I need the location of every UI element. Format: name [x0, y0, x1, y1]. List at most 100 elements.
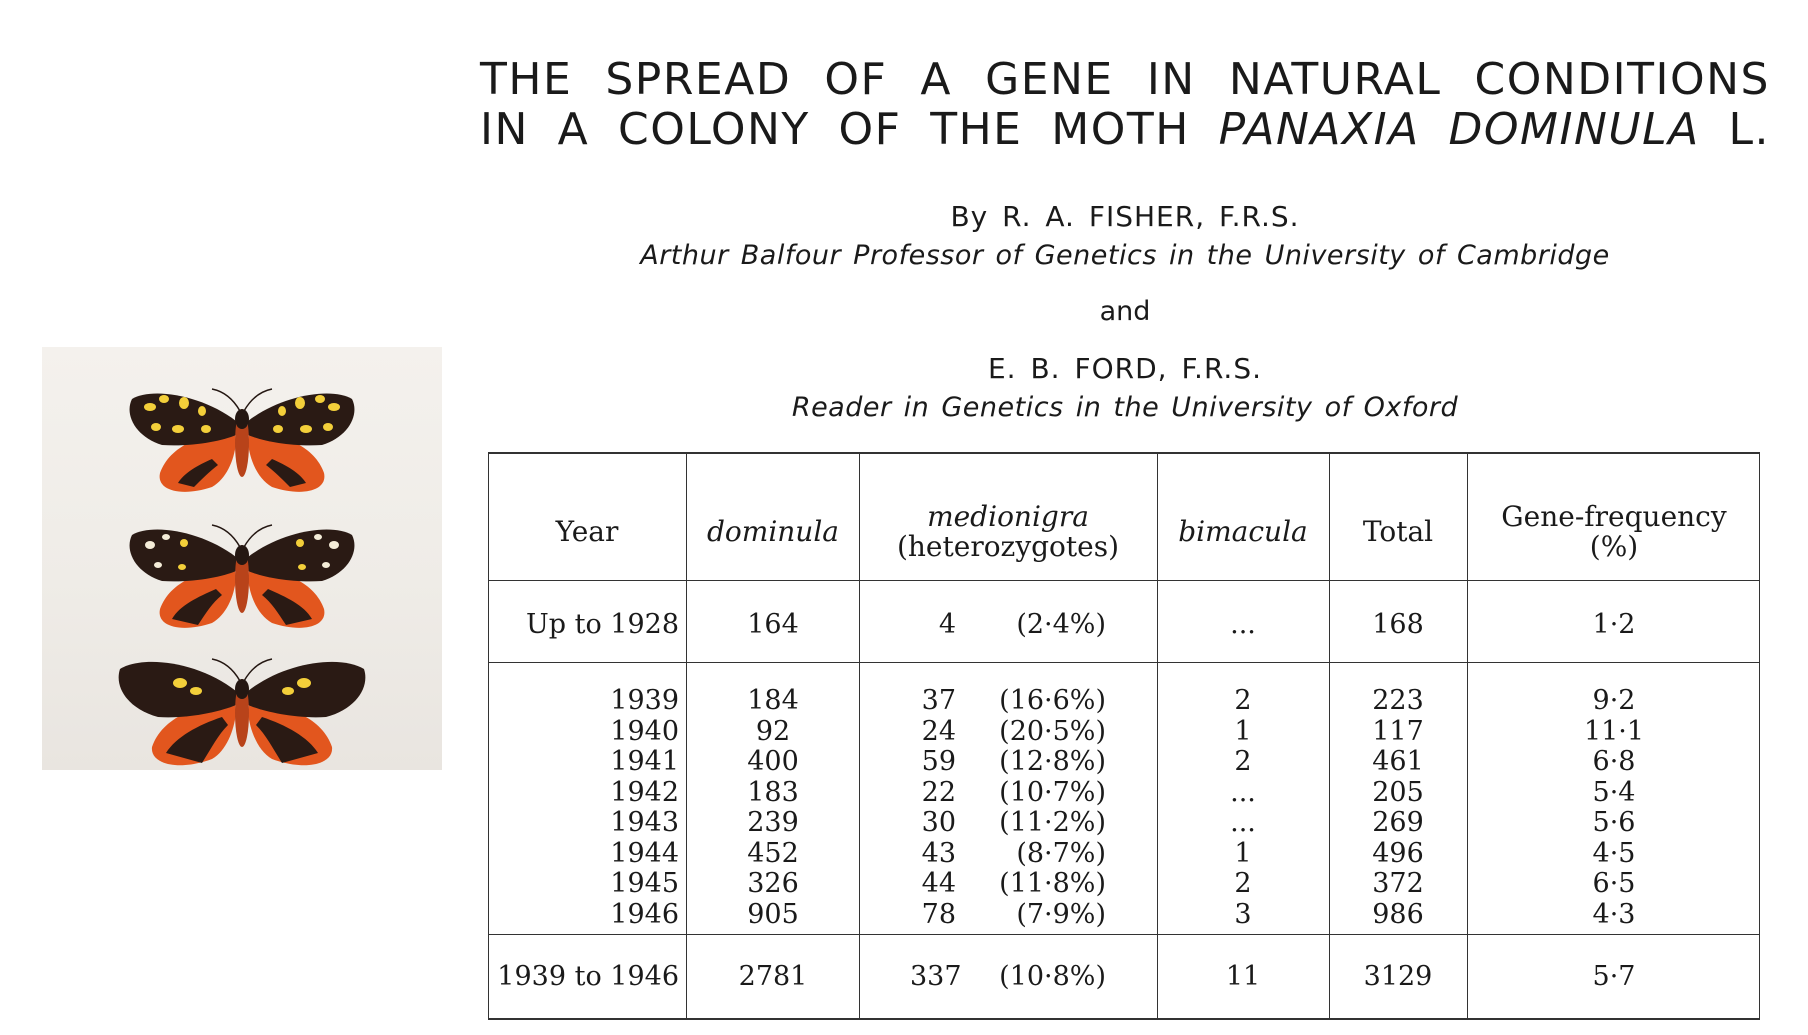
table-row: 1939 184 37 (16·6%) 2 223 9·2 — [488, 686, 1760, 716]
cell-medionigra-percent: (7·9%) — [1016, 898, 1106, 930]
column-rule-3 — [1157, 452, 1158, 1018]
header-year: Year — [488, 484, 686, 580]
header-dominula-label: dominula — [706, 515, 839, 548]
header-year-label: Year — [555, 515, 619, 548]
header-heterozygotes-label: (heterozygotes) — [896, 530, 1120, 563]
affiliation-2: Reader in Genetics in the University of … — [791, 392, 1459, 423]
cell-total: 3129 — [1363, 961, 1433, 992]
cell-bimacula: 2 — [1234, 685, 1252, 716]
table-bottom-rule — [488, 1018, 1760, 1020]
cell-medionigra: 24 (20·5%) — [860, 715, 1156, 747]
cell-bimacula: 3 — [1234, 898, 1252, 930]
cell-dominula: 400 — [747, 746, 799, 777]
cell-medionigra-percent: (11·8%) — [999, 868, 1106, 899]
cell-medionigra-percent: (10·8%) — [999, 961, 1106, 992]
cell-dominula: 2781 — [738, 961, 808, 992]
cell-dominula: 164 — [747, 609, 799, 640]
title-line-2-start: IN A COLONY OF THE MOTH — [480, 104, 1190, 155]
table-row: 1945 326 44 (11·8%) 2 372 6·5 — [488, 869, 1760, 899]
cell-medionigra-percent: (10·7%) — [999, 776, 1106, 808]
cell-frequency: 6·8 — [1592, 746, 1636, 777]
column-rule-2 — [859, 452, 860, 1018]
cell-medionigra-percent: (11·2%) — [999, 807, 1106, 838]
cell-medionigra-count: 44 — [921, 868, 956, 899]
header-total: Total — [1330, 484, 1466, 580]
cell-dominula: 905 — [747, 898, 799, 930]
table-row-summary: 1939 to 1946 2781 337 (10·8%) 11 3129 5·7 — [488, 962, 1760, 992]
cell-frequency: 1·2 — [1592, 609, 1636, 640]
cell-frequency: 5·4 — [1592, 776, 1636, 808]
table-top-rule — [488, 452, 1760, 454]
cell-dominula: 452 — [747, 837, 799, 869]
cell-total: 223 — [1372, 685, 1424, 716]
cell-year: 1944 — [610, 837, 679, 869]
title-line-2-end: L. — [1728, 104, 1770, 155]
cell-frequency: 4·3 — [1592, 898, 1636, 930]
cell-year: 1942 — [610, 776, 679, 808]
cell-bimacula: 11 — [1225, 961, 1261, 992]
cell-year: 1941 — [610, 746, 679, 777]
cell-total: 372 — [1372, 868, 1424, 899]
cell-medionigra-count: 78 — [921, 898, 956, 930]
cell-dominula: 92 — [755, 715, 791, 747]
cell-medionigra-percent: (20·5%) — [999, 715, 1106, 747]
cell-medionigra-percent: (12·8%) — [999, 746, 1106, 777]
author-2: E. B. FORD, F.R.S. — [987, 352, 1262, 385]
title-species-name: PANAXIA DOMINULA — [1218, 104, 1700, 155]
cell-medionigra: 22 (10·7%) — [860, 776, 1156, 808]
table-row: 1940 92 24 (20·5%) 1 117 11·1 — [488, 715, 1760, 747]
table-row: 1941 400 59 (12·8%) 2 461 6·8 — [488, 747, 1760, 777]
header-total-label: Total — [1362, 515, 1434, 548]
table-row: 1946 905 78 (7·9%) 3 986 4·3 — [488, 898, 1760, 930]
cell-frequency: 5·6 — [1592, 807, 1636, 838]
header-gene-frequency: Gene-frequency (%) — [1468, 484, 1760, 580]
header-bottom-rule — [488, 580, 1760, 581]
cell-year: 1946 — [610, 898, 679, 930]
moth-specimen-3 — [118, 658, 366, 766]
table-row: 1942 183 22 (10·7%)... 205 5·4 — [488, 776, 1760, 808]
cell-bimacula: 1 — [1234, 837, 1252, 869]
cell-total: 496 — [1372, 837, 1424, 869]
cell-total: 205 — [1372, 776, 1424, 808]
cell-bimacula: 2 — [1234, 746, 1252, 777]
column-rule-4 — [1329, 452, 1330, 1018]
author-1: By R. A. FISHER, F.R.S. — [950, 200, 1300, 233]
gene-frequency-table: Year dominula medionigra (heterozygotes)… — [488, 452, 1760, 1022]
cell-medionigra-count: 22 — [921, 776, 956, 808]
column-rule-5 — [1467, 452, 1468, 1018]
column-rule-right — [1759, 452, 1760, 1018]
column-rule-1 — [686, 452, 687, 1018]
cell-total: 117 — [1372, 715, 1424, 747]
cell-frequency: 11·1 — [1583, 715, 1645, 747]
cell-medionigra-percent: (16·6%) — [999, 685, 1106, 716]
cell-medionigra: 37 (16·6%) — [860, 686, 1156, 716]
cell-medionigra-count: 59 — [921, 746, 956, 777]
column-rule-left — [488, 452, 489, 1018]
header-dominula: dominula — [688, 484, 858, 580]
moth-specimen-2 — [129, 524, 355, 628]
cell-year: 1940 — [610, 715, 679, 747]
cell-dominula: 326 — [747, 868, 799, 899]
cell-bimacula: 2 — [1234, 868, 1252, 899]
paper-title: THE SPREAD OF A GENE IN NATURAL CONDITIO… — [480, 55, 1770, 155]
header-medionigra: medionigra (heterozygotes) — [860, 484, 1156, 580]
cell-medionigra: 44 (11·8%) — [860, 869, 1156, 899]
cell-frequency: 6·5 — [1592, 868, 1636, 899]
cell-bimacula: ... — [1230, 807, 1256, 838]
first-row-bottom-rule — [488, 662, 1760, 663]
title-line-1: THE SPREAD OF A GENE IN NATURAL CONDITIO… — [480, 54, 1770, 105]
cell-medionigra-count: 4 — [938, 609, 956, 640]
cell-year: 1939 — [610, 685, 679, 716]
cell-medionigra: 30 (11·2%) — [860, 808, 1156, 838]
moth-illustration — [118, 388, 366, 766]
cell-medionigra-count: 30 — [921, 807, 956, 838]
table-row: 1943 239 30 (11·2%)... 269 5·6 — [488, 808, 1760, 838]
header-percent-label: (%) — [1589, 530, 1639, 563]
cell-dominula: 184 — [747, 685, 799, 716]
moth-specimen-1 — [129, 388, 355, 492]
body-bottom-rule — [488, 934, 1760, 935]
cell-medionigra-percent: (8·7%) — [1016, 837, 1106, 869]
cell-medionigra: 78 (7·9%) — [860, 898, 1156, 930]
cell-year: Up to 1928 — [525, 609, 679, 640]
cell-frequency: 5·7 — [1592, 961, 1636, 992]
